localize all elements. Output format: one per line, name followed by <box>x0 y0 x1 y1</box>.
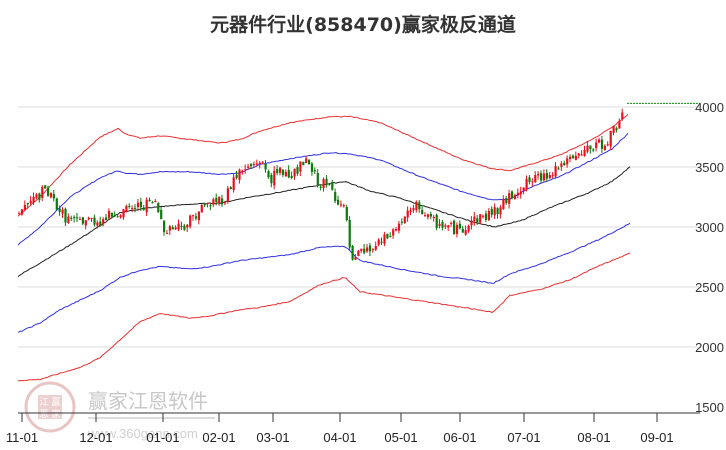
svg-text:家: 家 <box>51 408 60 420</box>
x-axis: 11-01 12-01 01-01 02-01 03-01 04-01 05-01 06-01… <box>6 412 700 445</box>
watermark: 江赢恩 家 赢家江恩软件 www.360gann.com <box>24 381 215 441</box>
band-lines <box>17 113 631 382</box>
upper_outer_band-line <box>17 113 629 217</box>
x-tick-label: 09-01 <box>640 430 673 445</box>
y-tick-label: 4000 <box>695 100 724 115</box>
y-axis: 4000 3500 3000 2500 2000 1500 <box>695 100 724 415</box>
y-tick-label: 2500 <box>695 280 724 295</box>
x-tick-label: 07-01 <box>507 430 540 445</box>
svg-text:赢: 赢 <box>51 396 60 408</box>
svg-text:江: 江 <box>39 397 48 408</box>
x-tick-label: 06-01 <box>443 430 476 445</box>
x-tick-label: 08-01 <box>577 430 610 445</box>
y-tick-label: 2000 <box>695 340 724 355</box>
y-tick-label: 3000 <box>695 220 724 235</box>
watermark-url: www.360gann.com <box>87 426 198 441</box>
svg-text:恩: 恩 <box>39 409 48 420</box>
y-tick-label: 1500 <box>695 400 724 415</box>
y-tick-label: 3500 <box>695 160 724 175</box>
x-tick-label: 05-01 <box>384 430 417 445</box>
grid-lines <box>18 106 700 348</box>
x-tick-label: 03-01 <box>256 430 289 445</box>
x-tick-label: 02-01 <box>202 430 235 445</box>
candlesticks <box>18 108 624 261</box>
chart-title: 元器件行业(858470)赢家极反通道 <box>210 14 516 36</box>
lower_inner_band-line <box>17 222 631 333</box>
x-tick-label: 01-01 <box>146 430 179 445</box>
watermark-text: 赢家江恩软件 <box>88 389 208 413</box>
x-tick-label: 04-01 <box>323 430 356 445</box>
x-tick-label: 12-01 <box>79 430 112 445</box>
lower_outer_band-line <box>17 252 631 382</box>
x-tick-label: 11-01 <box>6 430 38 445</box>
